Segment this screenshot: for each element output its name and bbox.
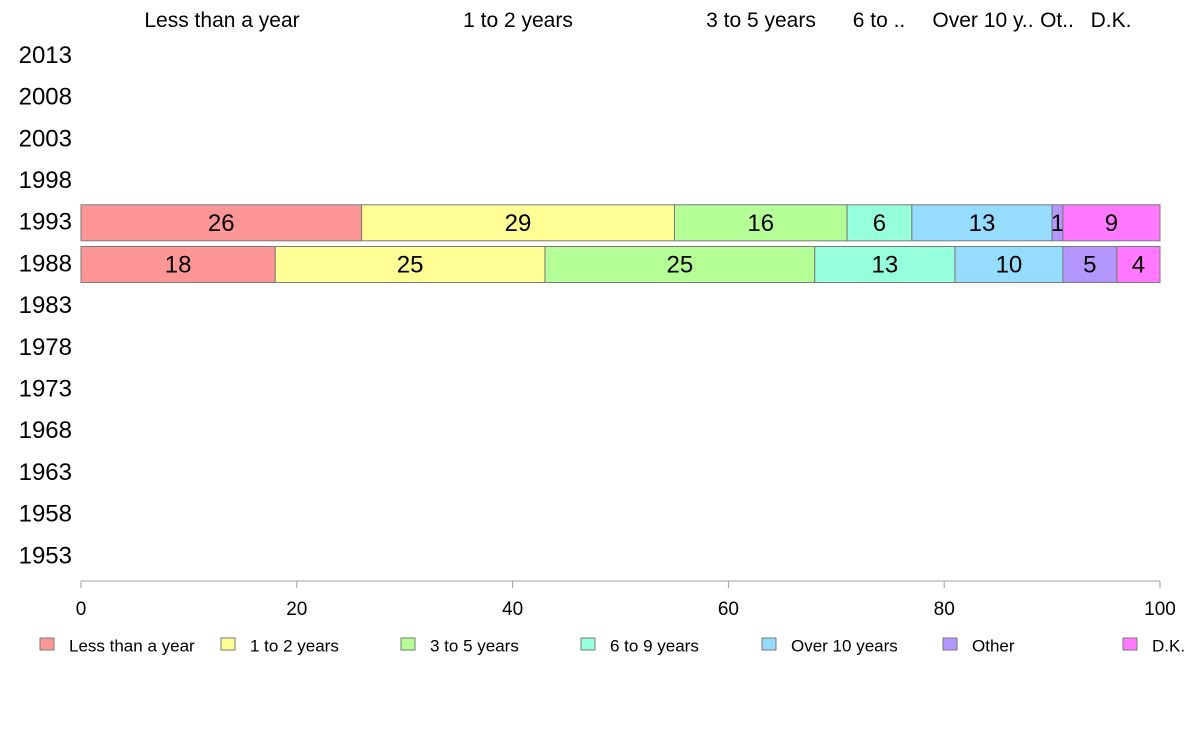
x-tick-label-100: 100: [1144, 599, 1176, 620]
legend-swatch-6-to-9-years: [580, 637, 596, 651]
bar-1988-other: [1062, 246, 1118, 283]
y-tick-label-1953: 1953: [19, 542, 72, 569]
bars: 26 29 16 6 13 1 918 25 25 13 10 5 4: [80, 204, 1161, 283]
x-tick-label-0: 0: [76, 599, 87, 620]
data-label-1993-3-to-5-years: 16: [747, 210, 774, 237]
data-label-1988-less-than-a-year: 18: [165, 252, 192, 279]
data-label-1988-d-k: 4: [1132, 252, 1145, 279]
y-axis: 2013 2008 2003 1998 1993 1988 1983 1978 1973 1968…: [19, 42, 72, 569]
bar-1988-d-k: [1116, 246, 1161, 283]
bar-1993-1-to-2-years: [361, 204, 675, 242]
top-label-2: 1 to 2 years: [463, 9, 573, 32]
legend-label-3-to-5-years: 3 to 5 years: [430, 637, 519, 656]
top-label-4: 6 to ..: [853, 9, 906, 32]
top-label-3: 3 to 5 years: [706, 9, 816, 32]
legend-swatch-over-10-years: [761, 637, 777, 651]
y-tick-label-1963: 1963: [19, 459, 72, 486]
top-label-5: Over 10 y..: [932, 9, 1033, 32]
x-tick-label-40: 40: [502, 599, 523, 620]
data-label-1988-over-10-years: 10: [996, 252, 1023, 279]
y-tick-label-1978: 1978: [19, 334, 72, 361]
data-label-1988-1-to-2-years: 25: [397, 252, 424, 279]
data-label-1993-6-to-9-years: 6: [873, 210, 886, 237]
legend-swatch-other: [942, 637, 958, 651]
y-tick-label-1983: 1983: [19, 292, 72, 319]
legend-label-less-than-a-year: Less than a year: [69, 637, 195, 656]
legend-swatch-less-than-a-year: [39, 637, 55, 651]
legend-swatch-3-to-5-years: [400, 637, 416, 651]
top-label-1: Less than a year: [144, 9, 299, 32]
data-label-1993-1-to-2-years: 29: [505, 210, 532, 237]
y-tick-label-2008: 2008: [19, 84, 72, 111]
bar-1988-6-to-9-years: [814, 246, 956, 283]
legend-swatch-1-to-2-years: [220, 637, 236, 651]
x-tick-label-60: 60: [718, 599, 739, 620]
data-label-1988-other: 5: [1083, 252, 1096, 279]
top-category-labels: Less than a year 1 to 2 years 3 to 5 years…: [144, 9, 1131, 32]
y-tick-label-1973: 1973: [19, 375, 72, 402]
y-tick-label-1998: 1998: [19, 167, 72, 194]
data-label-1993-other: 1: [1051, 210, 1064, 237]
top-label-6: Ot..: [1040, 9, 1074, 32]
bar-1988-3-to-5-years: [544, 246, 816, 283]
bar-1988-less-than-a-year: [80, 246, 276, 283]
data-label-1993-d-k: 9: [1105, 210, 1118, 237]
legend-label-6-to-9-years: 6 to 9 years: [610, 637, 699, 656]
y-tick-label-2013: 2013: [19, 42, 72, 69]
x-axis: 0 20 40 60 80 100: [76, 580, 1176, 620]
x-tick-label-20: 20: [286, 599, 307, 620]
bar-1993-less-than-a-year: [80, 204, 363, 242]
legend: Less than a year 1 to 2 years 3 to 5 years…: [39, 637, 1185, 656]
y-tick-label-1993: 1993: [19, 209, 72, 236]
legend-label-d-k: D.K.: [1152, 637, 1185, 656]
legend-label-other: Other: [972, 637, 1015, 656]
data-label-1993-less-than-a-year: 26: [208, 210, 235, 237]
data-label-1988-3-to-5-years: 25: [666, 252, 693, 279]
bar-1988-1-to-2-years: [274, 246, 546, 283]
y-tick-label-1968: 1968: [19, 417, 72, 444]
bar-1993-over-10-years: [911, 204, 1053, 242]
bar-1993-3-to-5-years: [673, 204, 848, 242]
legend-label-1-to-2-years: 1 to 2 years: [250, 637, 339, 656]
bar-1988-over-10-years: [954, 246, 1064, 283]
y-tick-label-1988: 1988: [19, 250, 72, 277]
data-label-1993-over-10-years: 13: [969, 210, 996, 237]
legend-label-over-10-years: Over 10 years: [791, 637, 898, 656]
y-tick-label-2003: 2003: [19, 125, 72, 152]
legend-swatch-d-k: [1122, 637, 1138, 651]
y-tick-label-1958: 1958: [19, 501, 72, 528]
top-label-7: D.K.: [1091, 9, 1132, 32]
data-label-1988-6-to-9-years: 13: [872, 252, 899, 279]
x-tick-label-80: 80: [934, 599, 955, 620]
bar-1993-d-k: [1062, 204, 1161, 242]
